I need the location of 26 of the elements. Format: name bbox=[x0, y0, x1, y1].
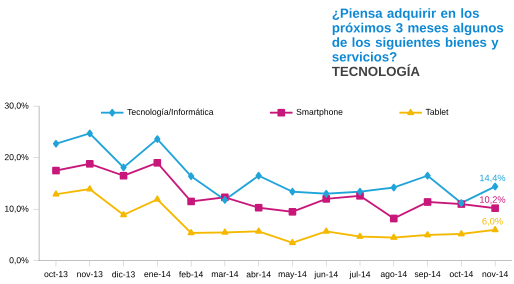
x-tick-label: oct-13 bbox=[44, 271, 68, 278]
y-tick-label: 30,0% bbox=[4, 102, 28, 110]
x-tick-label: feb-14 bbox=[179, 271, 204, 278]
x-tick-label: sep-14 bbox=[414, 271, 440, 279]
x-tick-label: abr-14 bbox=[246, 271, 271, 278]
chart-subtitle: TECNOLOGÍA bbox=[332, 64, 420, 76]
y-tick-label: 20,0% bbox=[4, 154, 28, 162]
legend-label: Tecnología/Informática bbox=[127, 108, 214, 117]
x-tick-label: jul-14 bbox=[349, 271, 370, 280]
x-tick-label: oct-14 bbox=[450, 271, 474, 278]
legend-label: Smartphone bbox=[296, 108, 343, 117]
x-tick-label: jun-14 bbox=[314, 271, 338, 280]
y-tick-label: 0,0% bbox=[10, 257, 28, 265]
x-tick-label: mar-14 bbox=[212, 271, 238, 278]
x-tick-label: ene-14 bbox=[144, 271, 170, 278]
data-label: 10,2% bbox=[480, 196, 506, 204]
chart-title: ¿Piensa adquirir en los próximos 3 meses algunos de los siguientes bienes y servicios? bbox=[332, 8, 504, 62]
data-label: 14,4% bbox=[480, 174, 506, 182]
x-tick-label: nov-13 bbox=[77, 271, 103, 278]
x-tick-label: dic-13 bbox=[112, 271, 135, 278]
legend-label: Tablet bbox=[426, 108, 448, 116]
x-tick-label: ago-14 bbox=[380, 271, 407, 279]
y-tick-label: 10,0% bbox=[5, 206, 28, 213]
x-tick-label: nov-14 bbox=[482, 271, 508, 278]
data-label: 6,0% bbox=[482, 218, 503, 226]
x-tick-label: may-14 bbox=[278, 271, 307, 279]
